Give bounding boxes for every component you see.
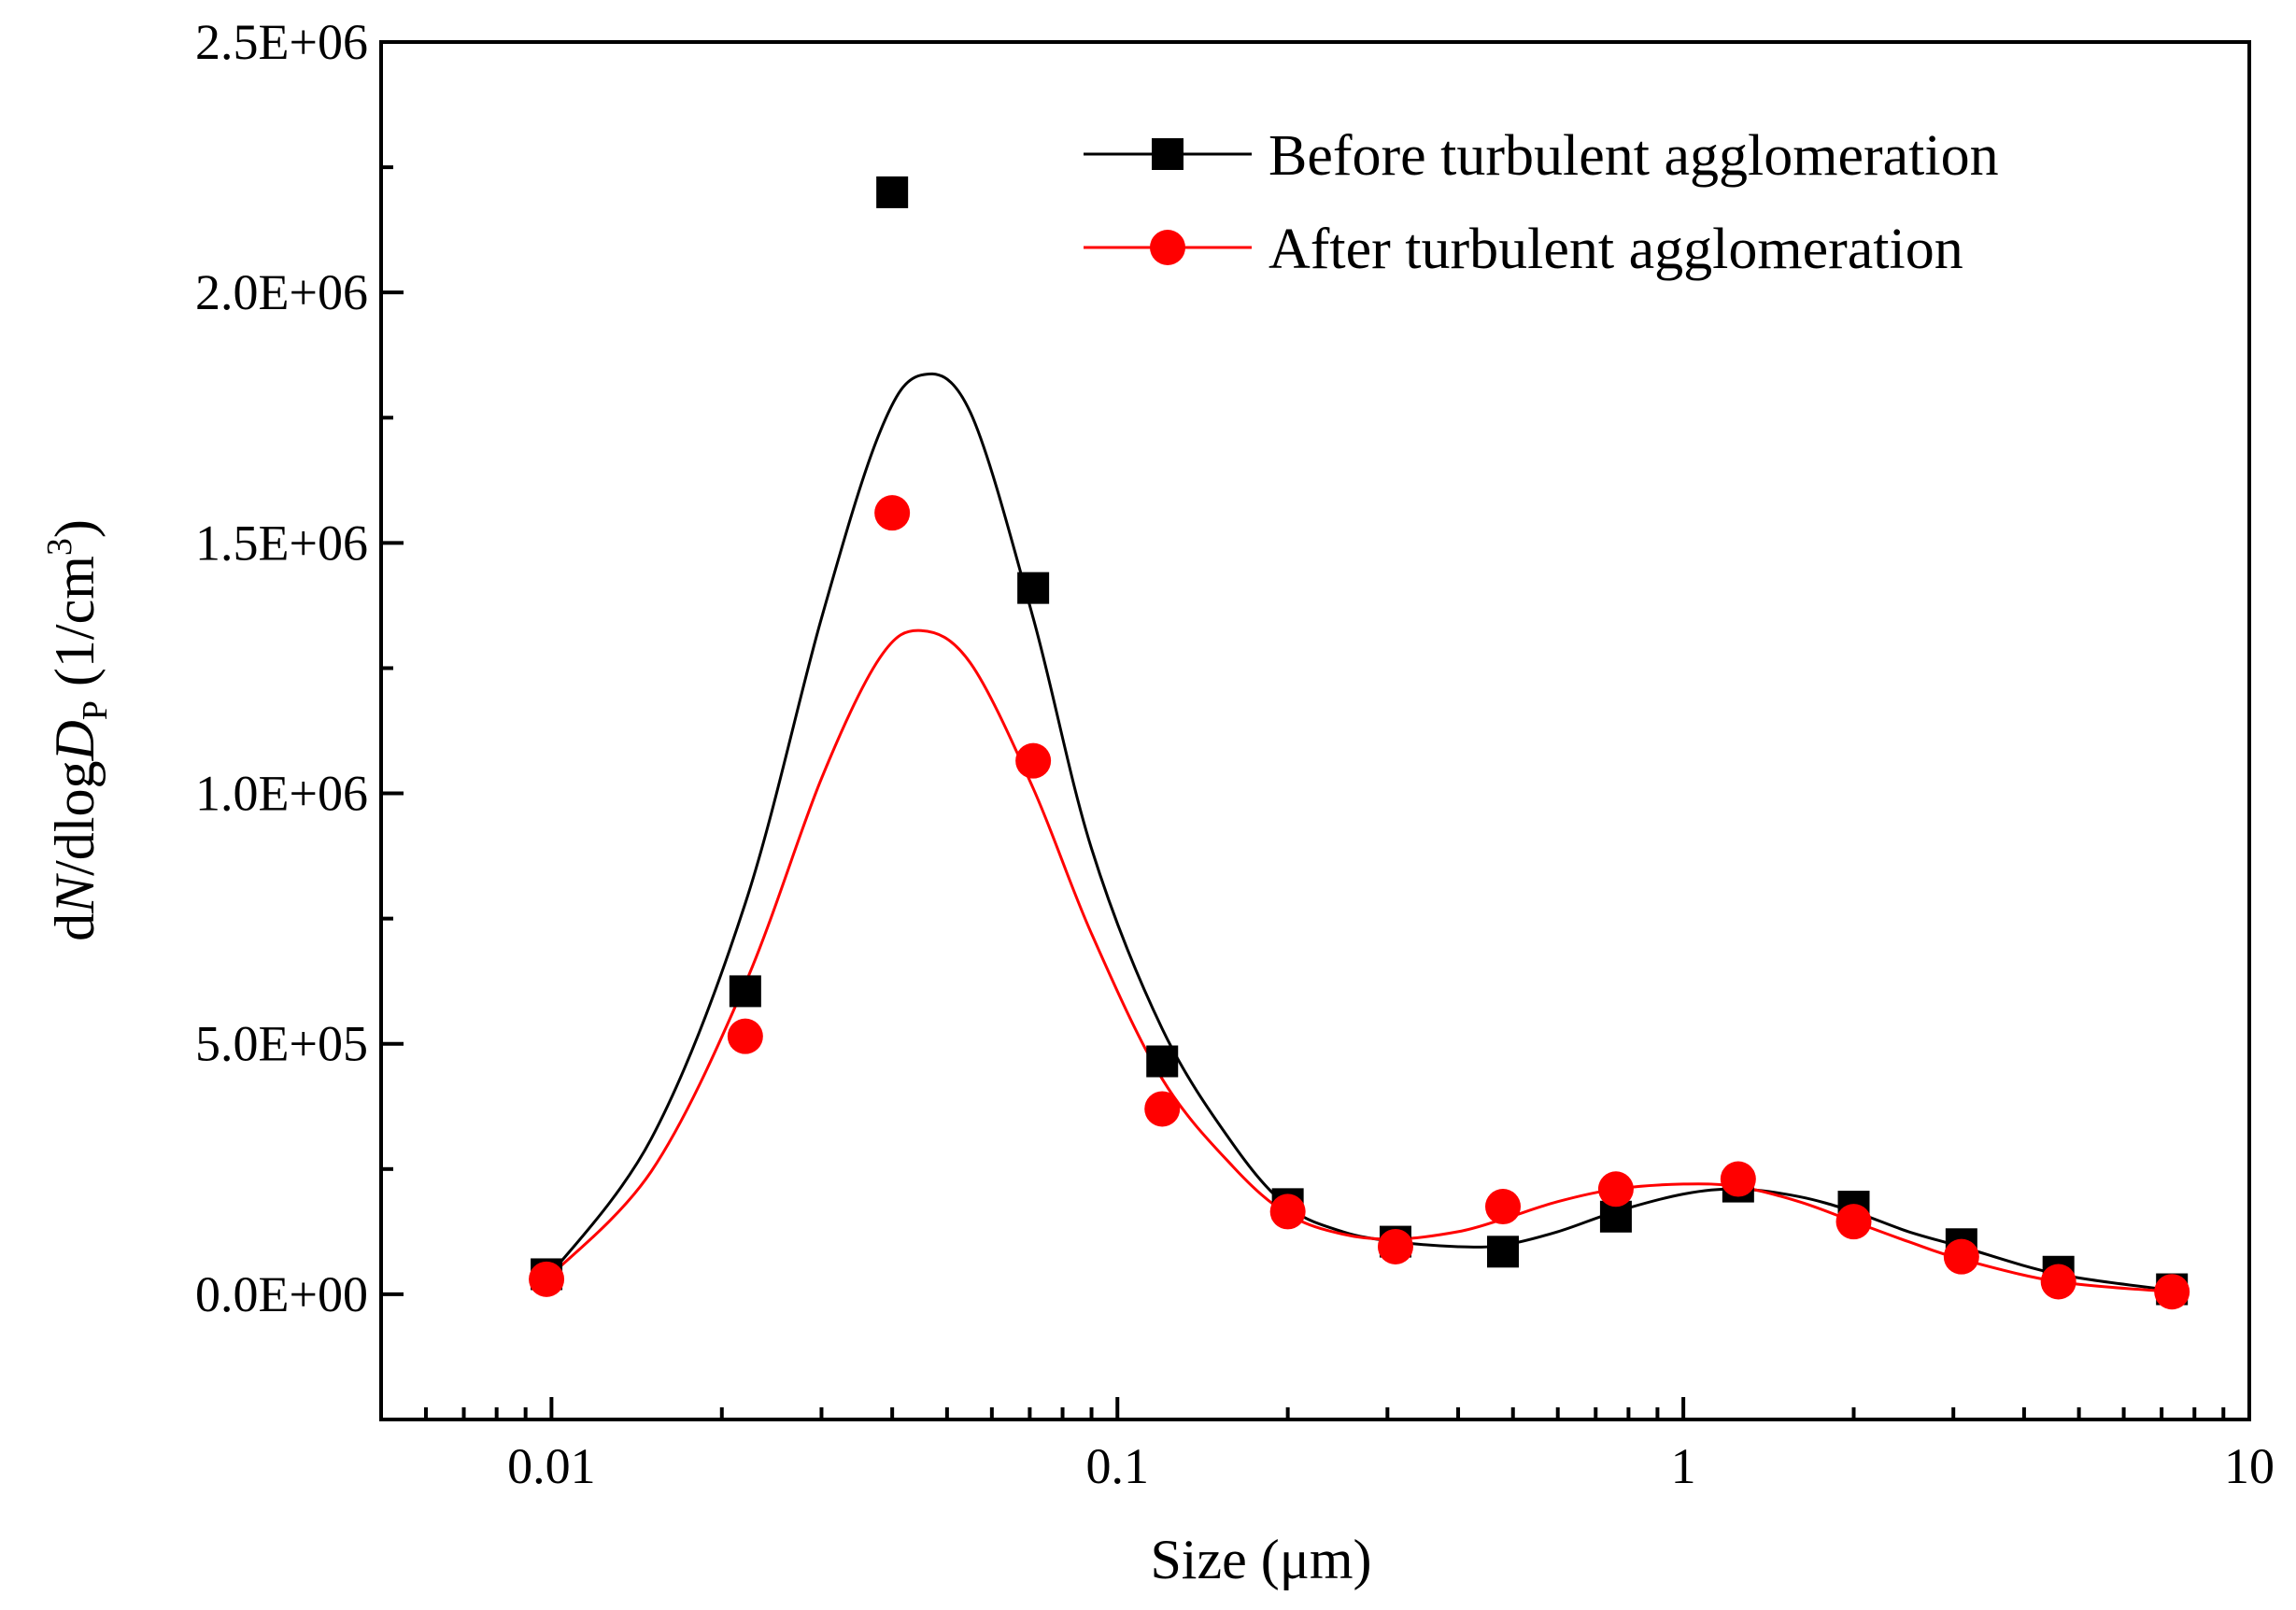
y-axis-title-prefix: d [44, 913, 106, 941]
y-axis-title-units-close: ) [44, 519, 106, 538]
y-axis-title-d: D [44, 720, 106, 761]
y-tick-label: 2.0E+06 [195, 264, 368, 320]
fit-lines [545, 372, 2173, 1293]
legend-marker-after [1150, 230, 1185, 265]
point-after [1269, 1193, 1306, 1230]
y-axis-title-superscript: 3 [40, 538, 79, 556]
y-axis-title-subscript: P [76, 700, 115, 720]
point-before [1017, 572, 1050, 604]
point-after [529, 1261, 565, 1297]
y-tick-label: 5.0E+05 [195, 1016, 368, 1072]
legend: Before turbulent agglomeration After tur… [1084, 124, 1999, 281]
y-axis-title-units-open: (1/cm [44, 556, 106, 700]
point-before [1146, 1045, 1179, 1078]
point-before [729, 975, 761, 1008]
point-after [874, 495, 911, 531]
legend-label-after: After turbulent agglomeration [1268, 218, 1963, 281]
point-after [1835, 1204, 1872, 1240]
point-after [727, 1018, 763, 1054]
y-axis-title-middle: /dlog [44, 761, 106, 876]
x-axis: 0.01 0.1 1 10 [379, 1397, 2275, 1494]
point-after [1015, 742, 1052, 779]
legend-marker-before [1152, 138, 1183, 170]
point-after [1485, 1189, 1522, 1225]
x-tick-label: 0.01 [507, 1438, 596, 1494]
x-tick-label: 10 [2224, 1438, 2275, 1494]
data-points [529, 176, 2190, 1310]
fit-line-before [545, 372, 2173, 1292]
point-after [2040, 1264, 2076, 1300]
y-tick-label: 2.5E+06 [195, 14, 368, 70]
point-before [876, 176, 909, 208]
point-after [1720, 1161, 1756, 1197]
point-after [2154, 1274, 2190, 1310]
point-before [1487, 1236, 1520, 1268]
point-after [1597, 1171, 1634, 1208]
point-after [1943, 1238, 1979, 1275]
point-after [1144, 1091, 1181, 1127]
y-axis: 0.0E+00 5.0E+05 1.0E+06 1.5E+06 2.0E+06 2.5E+… [195, 14, 404, 1421]
plot-frame [379, 40, 2251, 1421]
y-tick-label: 1.5E+06 [195, 515, 368, 571]
y-tick-label: 0.0E+00 [195, 1266, 368, 1322]
y-axis-title: dN/dlogDP (1/cm3) [40, 519, 115, 941]
legend-label-before: Before turbulent agglomeration [1268, 124, 1999, 188]
y-tick-label: 1.0E+06 [195, 766, 368, 822]
x-tick-label: 1 [1671, 1438, 1696, 1494]
point-after [1377, 1228, 1413, 1264]
x-axis-title: Size (μm) [1150, 1529, 1371, 1590]
x-tick-label: 0.1 [1086, 1438, 1150, 1494]
y-axis-title-n: N [44, 873, 106, 914]
fit-line-after [546, 628, 2173, 1293]
